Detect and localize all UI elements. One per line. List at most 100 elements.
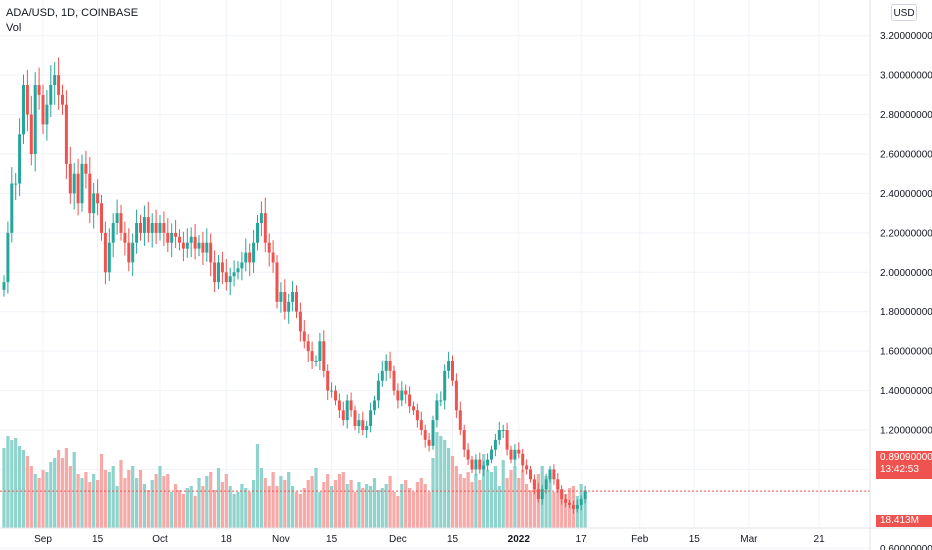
candle-body xyxy=(435,400,439,421)
x-tick-label: Sep xyxy=(34,534,52,545)
candle-body xyxy=(68,163,72,194)
volume-tag: 18.413M xyxy=(876,515,932,527)
candle-body xyxy=(341,410,345,421)
candle-body xyxy=(244,252,248,263)
volume-bar xyxy=(10,440,14,528)
volume-bar xyxy=(365,484,369,528)
candle-body xyxy=(536,489,540,499)
candle-body xyxy=(532,479,536,490)
candle-body xyxy=(88,173,92,214)
volume-bar xyxy=(193,496,197,528)
candle-body xyxy=(80,163,84,204)
candle-body xyxy=(505,430,509,450)
volume-bar xyxy=(255,444,260,528)
candle-body xyxy=(493,439,497,450)
candle-body xyxy=(283,292,287,312)
volume-bar xyxy=(25,456,29,528)
volume-bar xyxy=(287,472,291,528)
volume-bar xyxy=(228,486,232,528)
candle-body xyxy=(107,242,111,273)
candle-body xyxy=(14,183,18,185)
x-tick-label: Feb xyxy=(631,534,649,545)
volume-bar xyxy=(298,494,302,528)
volume-bar xyxy=(521,470,525,528)
candle-body xyxy=(170,232,174,243)
currency-button[interactable]: USD xyxy=(891,4,917,21)
candle-body xyxy=(482,465,486,470)
y-tick-label: 0.60000000 xyxy=(880,544,932,550)
candle-body xyxy=(158,223,162,233)
candle-body xyxy=(314,361,318,362)
y-tick-label: 1.60000000 xyxy=(880,347,932,358)
volume-bar xyxy=(103,470,107,528)
volume-bar xyxy=(423,484,427,528)
symbol-title[interactable]: ADA/USD, 1D, COINBASE xyxy=(6,7,139,19)
x-tick-label: 15 xyxy=(689,534,701,545)
candle-body xyxy=(220,262,224,273)
volume-bar xyxy=(567,488,572,528)
volume-bar xyxy=(505,478,509,528)
candle-body xyxy=(37,85,41,95)
volume-bar xyxy=(146,490,150,528)
price-axis[interactable]: 3.20000000 3.00000000 2.80000000 2.60000000… xyxy=(880,31,932,550)
candle-body xyxy=(131,242,135,263)
candle-body xyxy=(544,479,548,490)
candle-body xyxy=(462,430,466,450)
volume-bar xyxy=(283,480,287,528)
y-tick-label: 1.40000000 xyxy=(880,386,932,397)
volume-bar xyxy=(361,488,365,528)
candle-body xyxy=(146,217,150,233)
candle-body xyxy=(178,236,181,243)
volume-bar xyxy=(252,480,256,528)
candle-body xyxy=(326,370,330,391)
volume-bar xyxy=(493,466,497,528)
chart-legend: ADA/USD, 1D, COINBASE Vol xyxy=(6,6,138,36)
candle-body xyxy=(400,390,404,401)
candle-body xyxy=(291,292,295,302)
volume-bar xyxy=(497,486,501,528)
volume-bar xyxy=(447,448,451,528)
candle-body xyxy=(2,282,6,290)
volume-bar xyxy=(450,456,455,528)
volume-bar xyxy=(197,478,201,528)
volume-bar xyxy=(158,466,162,528)
candle-body xyxy=(275,262,279,302)
y-tick-label: 2.20000000 xyxy=(880,228,932,239)
candle-body xyxy=(189,236,193,243)
volume-bar xyxy=(209,472,213,528)
volume-bar xyxy=(310,476,314,528)
candle-body xyxy=(552,469,556,480)
volume-bar xyxy=(244,488,248,528)
volume-bar xyxy=(486,470,490,528)
volume-bar xyxy=(33,474,37,528)
candle-body xyxy=(380,370,384,381)
candle-body xyxy=(529,469,532,480)
candle-body xyxy=(306,341,310,352)
volume-bar xyxy=(119,460,123,528)
candle-body xyxy=(330,390,334,392)
volume-bar xyxy=(76,474,80,528)
candle-body xyxy=(392,370,396,391)
candle-body xyxy=(373,400,376,411)
volume-bar xyxy=(318,492,322,528)
volume-label[interactable]: Vol xyxy=(6,22,22,34)
candle-body xyxy=(123,232,127,243)
grid xyxy=(0,0,870,549)
candle-body xyxy=(337,400,341,411)
time-axis[interactable]: Sep 15 Oct 18 Nov 15 Dec 15 2022 17 Feb 15 Mar 21 xyxy=(34,534,825,545)
volume-bar xyxy=(162,476,166,528)
candle-body xyxy=(259,213,263,223)
volume-bar xyxy=(443,440,447,528)
candles xyxy=(2,57,587,514)
volume-bar xyxy=(400,484,404,528)
candle-body xyxy=(568,502,571,505)
volume-bar xyxy=(291,486,295,528)
candle-body xyxy=(447,361,451,371)
candle-body xyxy=(470,459,474,470)
volume-bar xyxy=(177,490,182,528)
volume-bar xyxy=(213,490,217,528)
candle-body xyxy=(525,465,529,470)
volume-bar xyxy=(564,494,568,528)
volume-bar xyxy=(462,478,466,528)
